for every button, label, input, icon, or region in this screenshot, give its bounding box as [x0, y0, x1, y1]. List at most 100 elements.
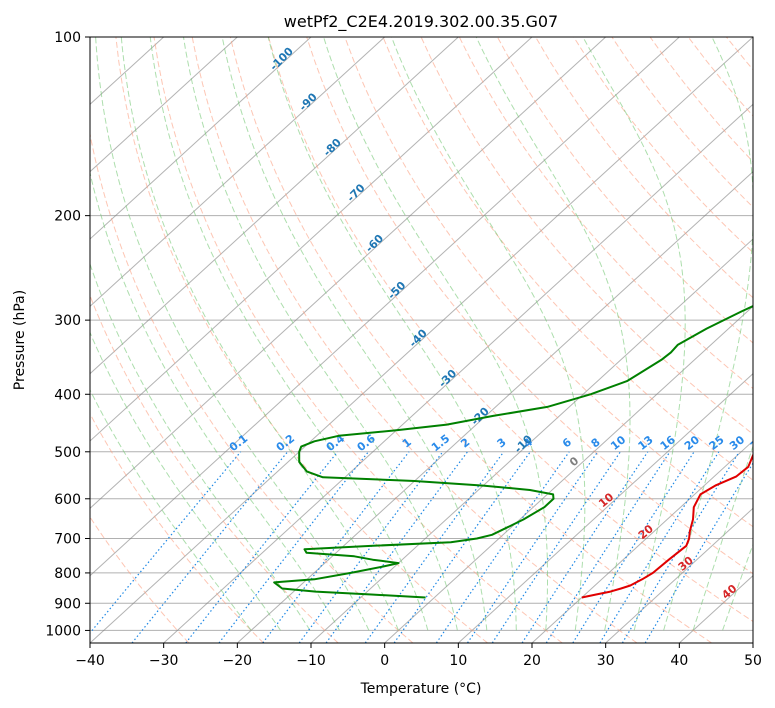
y-tick-label: 1000 [45, 623, 81, 639]
y-tick-label: 700 [54, 532, 81, 548]
isotherm-label: -70 [344, 181, 367, 204]
dry-adiabat [458, 37, 753, 390]
mixing-ratio-line [599, 451, 720, 643]
isotherm-line [310, 238, 753, 643]
moist-adiabat [692, 444, 753, 631]
x-axis-label: Temperature (°C) [360, 681, 482, 697]
x-tick-label: 0 [380, 653, 389, 669]
mixing-ratio-line [298, 451, 444, 643]
y-tick-label: 900 [54, 596, 81, 612]
y-tick-label: 200 [54, 209, 81, 225]
mixing-ratio-label: 6 [560, 435, 574, 450]
isotherm-label: -80 [321, 136, 344, 159]
x-tick-label: 50 [744, 653, 762, 669]
isotherm-line [163, 103, 753, 643]
x-tick-label: 20 [523, 653, 541, 669]
grid [90, 37, 753, 643]
dry-adiabat [496, 37, 753, 344]
dry-adiabat [306, 37, 753, 575]
moist-adiabat [120, 37, 399, 631]
isotherm-label: -30 [436, 367, 459, 390]
x-tick-label: 40 [670, 653, 688, 669]
isotherm-line [457, 372, 753, 643]
mixing-ratio-line [435, 451, 570, 643]
y-tick-label: 500 [54, 445, 81, 461]
moist-adiabat [95, 37, 370, 631]
dry-adiabat [765, 37, 775, 643]
moist-adiabat [90, 331, 282, 631]
y-tick-label: 100 [54, 30, 81, 46]
mixing-ratio-line [521, 451, 649, 643]
mixing-ratio-label: 1 [400, 436, 414, 451]
mixing-ratio-label: 3 [495, 436, 509, 451]
isotherm-line [90, 37, 753, 643]
background-lines [90, 37, 775, 643]
chart-title: wetPf2_C2E4.2019.302.00.35.G07 [284, 12, 558, 32]
isotherm-line [90, 37, 386, 308]
mixing-ratio-line [466, 451, 599, 643]
isotherm-label: -60 [363, 232, 386, 255]
mixing-ratio-line [545, 451, 671, 643]
y-tick-label: 600 [54, 492, 81, 508]
moist-adiabat [90, 170, 340, 631]
mixing-ratio-label: 25 [707, 433, 727, 453]
mixing-ratio-label: 1.5 [429, 432, 452, 454]
dry-adiabat [344, 37, 753, 528]
moist-adiabat [149, 37, 429, 631]
dry-adiabat [90, 294, 339, 643]
mixing-ratio-line [364, 451, 505, 643]
wet-bulb-label: 0 [567, 454, 581, 469]
y-tick-label: 400 [54, 387, 81, 403]
mixing-ratio-line [572, 451, 695, 643]
moist-adiabat [183, 37, 458, 631]
dewpoint-profile [273, 305, 753, 599]
moist-adiabat [663, 37, 753, 631]
dry-adiabat [90, 516, 190, 643]
mixing-ratio-line [621, 451, 740, 643]
wet-bulb-label: 40 [719, 582, 739, 602]
dry-adiabat [649, 37, 753, 163]
axes: −40 −30 −20 −10 0 10 20 30 40 5010020030040050060… [45, 30, 762, 669]
y-tick-label: 800 [54, 566, 81, 582]
moist-adiabat [582, 37, 686, 631]
dry-adiabat [115, 37, 488, 643]
x-tick-label: −40 [75, 653, 105, 669]
mixing-ratio-line [491, 451, 621, 643]
dry-adiabat [229, 37, 712, 643]
isotherm-line [90, 37, 459, 375]
mixing-ratio-line [131, 451, 289, 643]
x-tick-label: 30 [597, 653, 615, 669]
mixing-ratio-line [90, 451, 242, 634]
mixing-ratio-line [644, 462, 753, 643]
plot-frame [89, 36, 754, 644]
temperature-profile [581, 452, 753, 599]
moist-adiabat [475, 37, 631, 631]
x-tick-label: −30 [149, 653, 179, 669]
mixing-ratio-label: 30 [727, 433, 747, 453]
background-labels: 0.1 0.2 0.4 0.6 1 1.5 2 3 4 6 8 10 13 16 20 25 30 36-100-… [227, 45, 753, 602]
y-axis-label: Pressure (hPa) [12, 290, 28, 390]
isotherm-line [236, 170, 753, 643]
isotherm-label: -90 [297, 90, 320, 113]
isotherm-line [605, 507, 753, 643]
isotherm-line [90, 37, 680, 577]
wet-bulb-label: 10 [596, 490, 616, 510]
moist-adiabat [221, 37, 488, 631]
isotherm-line [90, 37, 312, 240]
x-tick-label: −20 [223, 653, 253, 669]
x-tick-label: −10 [296, 653, 326, 669]
y-tick-label: 300 [54, 313, 81, 329]
dry-adiabat [153, 37, 563, 643]
isotherm-line [90, 37, 607, 510]
mixing-ratio-line [325, 451, 468, 643]
mixing-ratio-label: 0.2 [274, 432, 297, 454]
mixing-ratio-line [262, 451, 410, 643]
isotherm-line [90, 37, 238, 173]
isotherm-line [90, 37, 533, 442]
moist-adiabat [722, 543, 753, 631]
wet-bulb-label: 20 [636, 522, 656, 542]
moist-adiabat [90, 388, 252, 631]
mixing-ratio-line [393, 451, 531, 643]
mixing-ratio-label: 0.1 [227, 432, 250, 454]
